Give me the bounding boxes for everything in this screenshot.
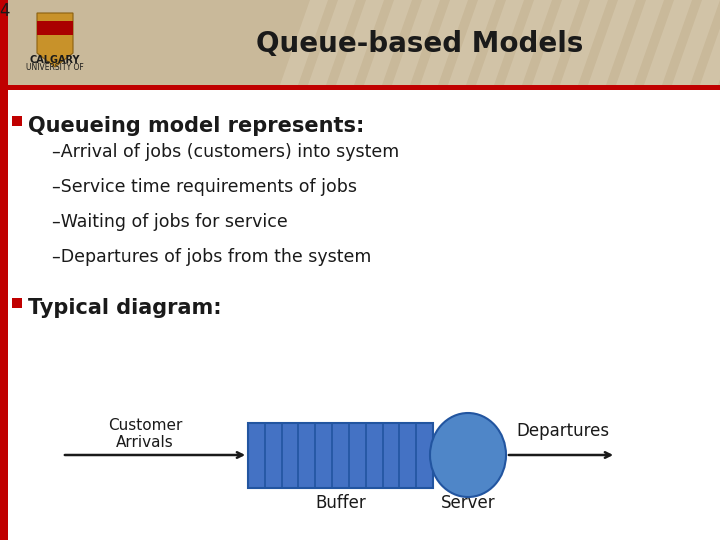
Text: CALGARY: CALGARY — [30, 55, 80, 65]
Bar — [12, 116, 22, 126]
Bar — [0, 85, 720, 90]
Polygon shape — [476, 0, 524, 85]
Polygon shape — [532, 0, 580, 85]
Text: –Arrival of jobs (customers) into system: –Arrival of jobs (customers) into system — [52, 143, 400, 161]
Polygon shape — [644, 0, 692, 85]
Polygon shape — [504, 0, 552, 85]
Polygon shape — [280, 0, 328, 85]
Text: UNIVERSITY OF: UNIVERSITY OF — [26, 63, 84, 72]
Text: 4: 4 — [0, 2, 10, 20]
Text: Queueing model represents:: Queueing model represents: — [28, 116, 364, 136]
Bar — [0, 0, 8, 540]
Text: –Service time requirements of jobs: –Service time requirements of jobs — [52, 178, 357, 196]
Polygon shape — [616, 0, 664, 85]
Text: –Departures of jobs from the system: –Departures of jobs from the system — [52, 248, 372, 266]
Bar — [248, 422, 433, 488]
Text: Buffer: Buffer — [315, 494, 366, 511]
Bar — [0, 0, 720, 85]
Ellipse shape — [430, 413, 506, 497]
Text: Departures: Departures — [516, 422, 609, 440]
Polygon shape — [336, 0, 384, 85]
Text: Server: Server — [441, 494, 495, 511]
Polygon shape — [560, 0, 608, 85]
Bar — [37, 21, 73, 35]
Polygon shape — [700, 0, 720, 85]
Polygon shape — [392, 0, 440, 85]
Polygon shape — [308, 0, 356, 85]
Polygon shape — [420, 0, 468, 85]
Polygon shape — [448, 0, 496, 85]
Text: Queue-based Models: Queue-based Models — [256, 30, 584, 58]
Text: Customer: Customer — [108, 418, 182, 433]
Polygon shape — [672, 0, 720, 85]
Bar — [12, 298, 22, 308]
Text: –Waiting of jobs for service: –Waiting of jobs for service — [52, 213, 288, 231]
Polygon shape — [364, 0, 412, 85]
Text: Arrivals: Arrivals — [116, 435, 174, 450]
Polygon shape — [37, 13, 73, 67]
Text: Typical diagram:: Typical diagram: — [28, 298, 222, 318]
Polygon shape — [588, 0, 636, 85]
